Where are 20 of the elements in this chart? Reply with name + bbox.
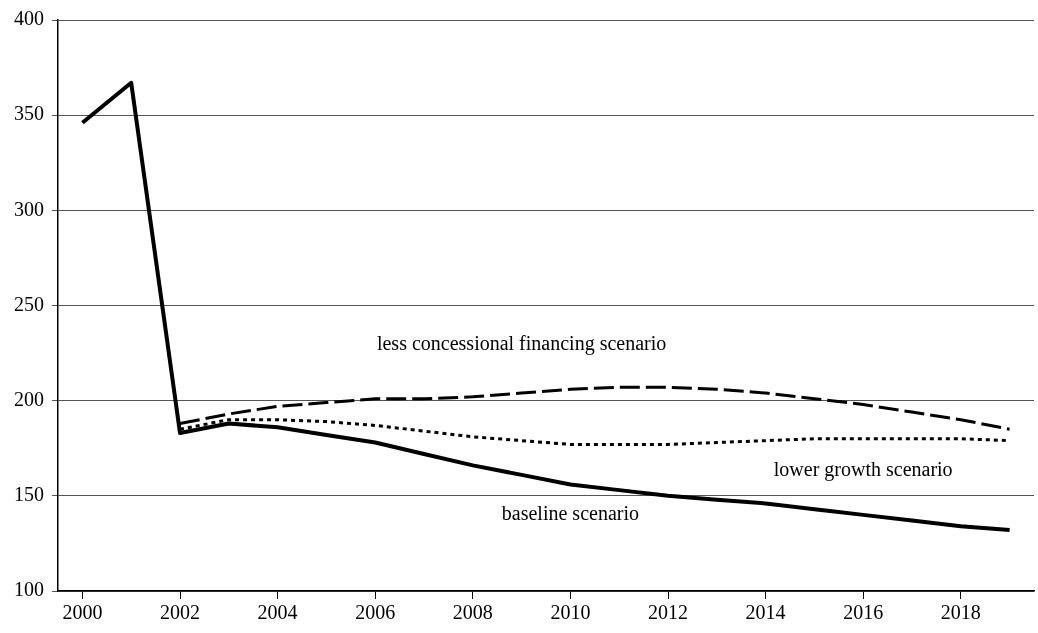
- x-tick-label: 2006: [355, 601, 396, 624]
- y-tick-label: 300: [14, 197, 44, 220]
- x-tick-label: 2008: [452, 601, 493, 624]
- y-tick-label: 150: [14, 483, 44, 506]
- x-tick-label: 2014: [745, 601, 786, 624]
- x-tick-label: 2012: [648, 601, 688, 624]
- x-tick-label: 2000: [62, 601, 103, 624]
- series-label: less concessional financing scenario: [376, 332, 667, 356]
- y-tick-label: 200: [14, 387, 44, 410]
- x-tick-label: 2018: [940, 601, 981, 624]
- series-label: baseline scenario: [501, 501, 639, 524]
- y-tick-label: 400: [14, 7, 44, 30]
- x-tick-label: 2004: [257, 601, 298, 624]
- y-tick-label: 250: [14, 292, 44, 315]
- y-tick-label: 350: [14, 102, 44, 125]
- x-tick-label: 2010: [550, 601, 591, 624]
- y-tick-label: 100: [14, 578, 44, 601]
- x-tick-label: 2002: [160, 601, 200, 624]
- series-label: lower growth scenario: [773, 457, 953, 481]
- x-tick-label: 2016: [843, 601, 884, 624]
